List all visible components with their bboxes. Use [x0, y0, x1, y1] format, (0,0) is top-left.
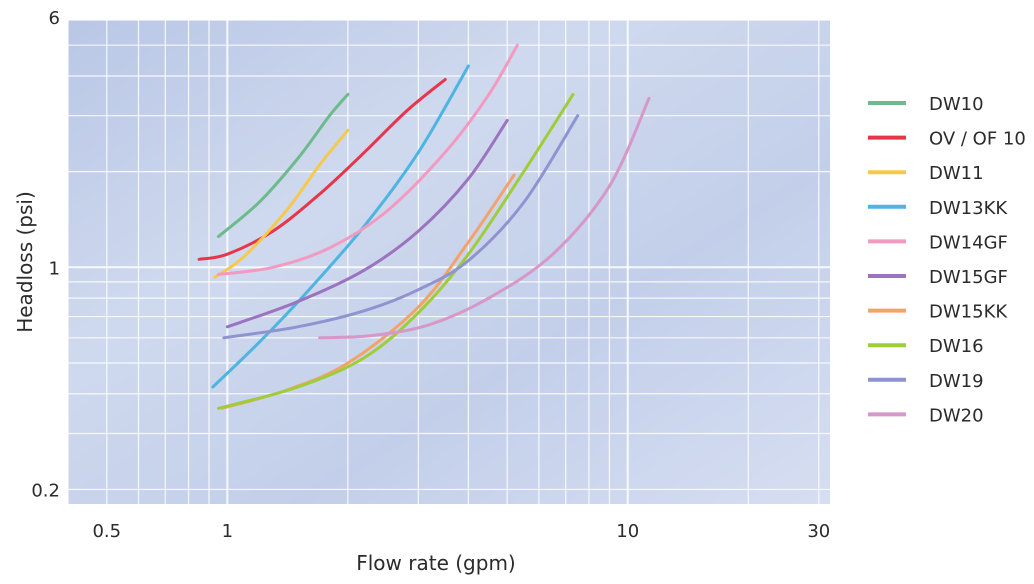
legend-label-ov-of-10: OV / OF 10 [929, 129, 1026, 150]
legend-label-dw15kk: DW15KK [929, 302, 1008, 323]
legend-label-dw16: DW16 [929, 336, 984, 357]
series-line-dw14gf [216, 43, 519, 276]
series-line-dw11 [213, 128, 350, 279]
y-tick-label: 1 [49, 258, 60, 279]
series-line-dw15gf [225, 118, 509, 329]
y-tick-label: 6 [49, 8, 60, 29]
x-tick-label: 0.5 [92, 521, 121, 542]
x-tick-label: 1 [222, 521, 233, 542]
series-layer [197, 43, 651, 410]
x-tick-label: 30 [807, 521, 830, 542]
legend-label-dw11: DW11 [929, 163, 984, 184]
series-line-dw10 [216, 92, 350, 238]
legend-label-dw15gf: DW15GF [929, 267, 1008, 288]
legend-label-dw10: DW10 [929, 94, 984, 115]
series-line-dw13kk [211, 64, 470, 389]
y-tick-label: 0.2 [31, 480, 60, 501]
legend-label-dw19: DW19 [929, 371, 984, 392]
x-tick-label: 10 [616, 521, 639, 542]
series-line-dw16 [216, 92, 575, 410]
legend-label-dw20: DW20 [929, 405, 984, 426]
legend: DW10 OV / OF 10 DW11 DW13KK DW14GF DW15GF DW15… [868, 94, 1026, 426]
tick-labels: 0.5 1 10 30 0.2 1 6 [31, 8, 830, 542]
series-line-dw20 [318, 96, 651, 340]
legend-label-dw14gf: DW14GF [929, 232, 1008, 253]
series-line-ov-of-10 [197, 78, 447, 261]
x-axis-title: Flow rate (gpm) [356, 551, 515, 575]
y-axis-title: Headloss (psi) [13, 191, 37, 333]
series-line-dw19 [222, 114, 580, 340]
grid [67, 19, 830, 504]
plot-background [68, 20, 830, 504]
legend-label-dw13kk: DW13KK [929, 198, 1008, 219]
